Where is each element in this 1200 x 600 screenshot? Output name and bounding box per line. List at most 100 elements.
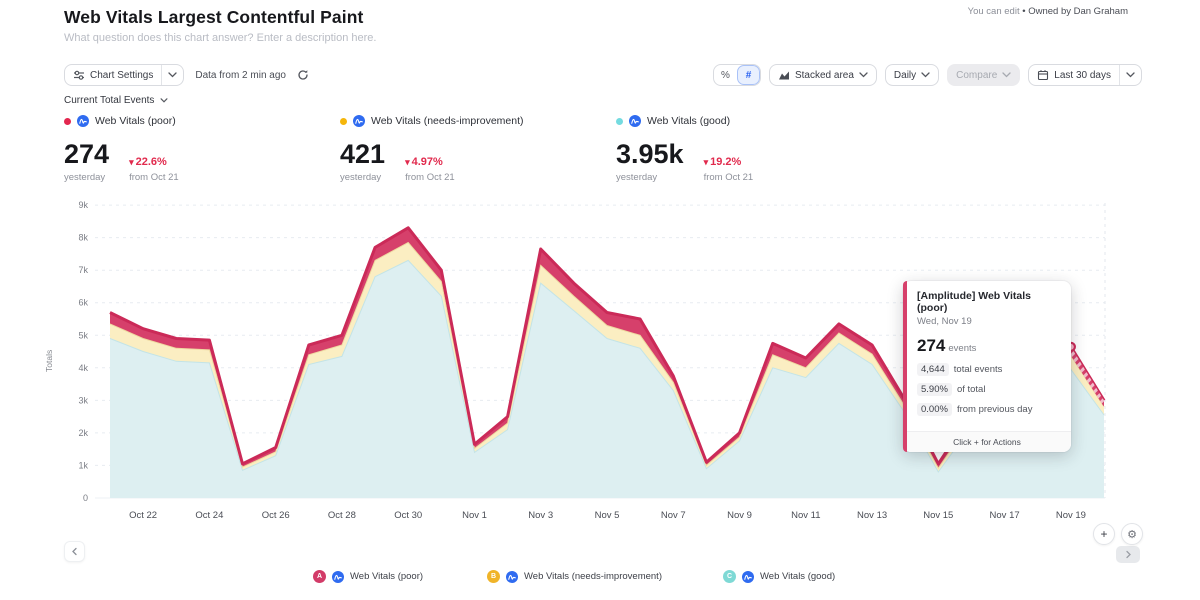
series-dot xyxy=(340,117,347,125)
owner-name: Owned by Dan Graham xyxy=(1028,6,1128,17)
y-tick-label: 1k xyxy=(78,460,88,470)
tooltip-date: Wed, Nov 19 xyxy=(917,316,972,327)
legend-item-good[interactable]: C Web Vitals (good) xyxy=(723,570,835,583)
gear-icon: ⚙ xyxy=(1127,528,1137,541)
amplitude-icon xyxy=(353,115,365,127)
series-header-poor[interactable]: Web Vitals (poor) xyxy=(64,115,334,127)
y-tick-label: 6k xyxy=(78,298,88,308)
y-tick-label: 7k xyxy=(78,265,88,275)
y-tick-label: 5k xyxy=(78,330,88,340)
x-tick-label: Oct 28 xyxy=(328,510,356,521)
down-triangle-icon: ▾ xyxy=(405,157,410,167)
amplitude-icon xyxy=(742,570,754,583)
chart-display-settings-button[interactable]: ⚙ xyxy=(1121,523,1143,545)
x-tick-label: Nov 11 xyxy=(791,510,820,521)
metric-value: 274 xyxy=(64,139,110,169)
add-annotation-button[interactable]: + xyxy=(1093,523,1115,545)
date-range-dropdown[interactable] xyxy=(1120,65,1141,85)
pan-left-button[interactable] xyxy=(64,541,85,562)
x-axis-labels: Oct 22 Oct 24 Oct 26 Oct 28 Oct 30 Nov 1 Nov 3… xyxy=(129,510,1086,521)
total-line xyxy=(109,226,1106,466)
chevron-down-icon xyxy=(168,72,178,78)
x-tick-label: Nov 1 xyxy=(462,510,487,521)
metric-card-needs-improvement: Web Vitals (needs-improvement) 421 yester… xyxy=(340,115,610,183)
x-tick-label: Oct 24 xyxy=(195,510,223,521)
compare-button: Compare xyxy=(947,64,1021,86)
toolbar-right: % # Stacked area Daily Compare Last 30 d… xyxy=(712,64,1142,86)
incomplete-data-segment xyxy=(1070,346,1104,407)
metric-delta: ▾ 4.97% xyxy=(405,156,443,168)
y-axis-label: Totals xyxy=(44,349,54,372)
amplitude-icon xyxy=(332,570,344,583)
metric-card-poor: Web Vitals (poor) 274 yesterday ▾ 22.6% fro… xyxy=(64,115,334,183)
metric-selector[interactable]: Current Total Events xyxy=(64,95,168,106)
x-tick-label: Oct 22 xyxy=(129,510,157,521)
stacked-areas[interactable] xyxy=(109,226,1106,498)
number-mode-button[interactable]: # xyxy=(736,65,760,85)
metric-delta: ▾ 22.6% xyxy=(129,156,167,168)
down-triangle-icon: ▾ xyxy=(129,157,134,167)
tooltip-series-accent xyxy=(903,281,907,452)
tooltip-row-total-events: 4,644 total events xyxy=(917,363,1061,376)
legend-item-needs-improvement[interactable]: B Web Vitals (needs-improvement) xyxy=(487,570,662,583)
tooltip-title: [Amplitude] Web Vitals (poor) xyxy=(917,290,1031,314)
x-tick-label: Nov 15 xyxy=(923,510,953,521)
chart-settings-button[interactable]: Chart Settings xyxy=(64,64,185,86)
y-tick-label: 4k xyxy=(78,363,88,373)
chart-tooltip: [Amplitude] Web Vitals (poor) Wed, Nov 1… xyxy=(903,281,1071,452)
page-title: Web Vitals Largest Contentful Paint xyxy=(64,7,364,27)
y-tick-label: 2k xyxy=(78,428,88,438)
legend-item-poor[interactable]: A Web Vitals (poor) xyxy=(313,570,423,583)
x-tick-label: Oct 30 xyxy=(394,510,422,521)
tooltip-row-prev-day: 0.00% from previous day xyxy=(917,403,1061,416)
amplitude-icon xyxy=(629,115,641,127)
x-tick-label: Nov 7 xyxy=(661,510,686,521)
metric-delta: ▾ 19.2% xyxy=(703,156,742,168)
tooltip-value: 274 events xyxy=(917,336,977,355)
x-tick-label: Oct 26 xyxy=(262,510,290,521)
chevron-down-icon xyxy=(921,72,930,78)
plus-icon: + xyxy=(1100,527,1108,541)
area-good xyxy=(110,260,1104,498)
percent-mode-button[interactable]: % xyxy=(721,69,730,81)
chart-type-button[interactable]: Stacked area xyxy=(768,64,877,86)
series-header-needs-improvement[interactable]: Web Vitals (needs-improvement) xyxy=(340,115,610,127)
x-tick-label: Nov 13 xyxy=(857,510,887,521)
calendar-icon xyxy=(1038,70,1049,81)
interval-button[interactable]: Daily xyxy=(884,64,940,86)
tooltip-actions-hint[interactable]: Click + for Actions xyxy=(903,431,1071,452)
series-header-good[interactable]: Web Vitals (good) xyxy=(616,115,886,127)
legend-badge-b: B xyxy=(487,570,500,583)
y-tick-label: 0 xyxy=(83,493,88,503)
pan-right-button[interactable] xyxy=(1116,546,1140,563)
metric-value: 3.95k xyxy=(616,139,684,169)
amplitude-icon xyxy=(506,570,518,583)
area-needs-improvement xyxy=(110,242,1104,472)
series-dot xyxy=(64,117,71,125)
x-tick-label: Nov 5 xyxy=(595,510,620,521)
x-tick-label: Nov 19 xyxy=(1056,510,1086,521)
data-freshness-label: Data from 2 min ago xyxy=(195,69,286,81)
y-tick-label: 3k xyxy=(78,395,88,405)
x-tick-label: Nov 9 xyxy=(727,510,752,521)
date-range-button[interactable]: Last 30 days xyxy=(1028,64,1142,86)
chevron-down-icon xyxy=(160,98,168,103)
legend-badge-c: C xyxy=(723,570,736,583)
chevron-down-icon xyxy=(1126,72,1135,78)
amplitude-icon xyxy=(77,115,89,127)
value-mode-toggle: % # xyxy=(712,64,761,86)
chevron-left-icon xyxy=(72,547,77,556)
chart-settings-dropdown[interactable] xyxy=(162,65,183,85)
series-dot xyxy=(616,117,623,125)
refresh-icon[interactable] xyxy=(297,69,309,81)
stacked-area-chart[interactable]: 0 1k 2k 3k 4k 5k 6k 7k 8k 9k Oct 22 Oct 24 Oct 26 Oct… xyxy=(60,198,1120,528)
x-tick-label: Nov 17 xyxy=(990,510,1020,521)
y-tick-label: 8k xyxy=(78,233,88,243)
y-tick-label: 9k xyxy=(78,200,88,210)
tooltip-row-of-total: 5.90% of total xyxy=(917,383,1061,396)
chevron-right-icon xyxy=(1125,550,1131,559)
chart-description-placeholder[interactable]: What question does this chart answer? En… xyxy=(64,32,377,44)
ownership-info: You can edit • Owned by Dan Graham xyxy=(967,6,1128,17)
chevron-down-icon xyxy=(1002,72,1011,78)
down-triangle-icon: ▾ xyxy=(703,157,709,167)
